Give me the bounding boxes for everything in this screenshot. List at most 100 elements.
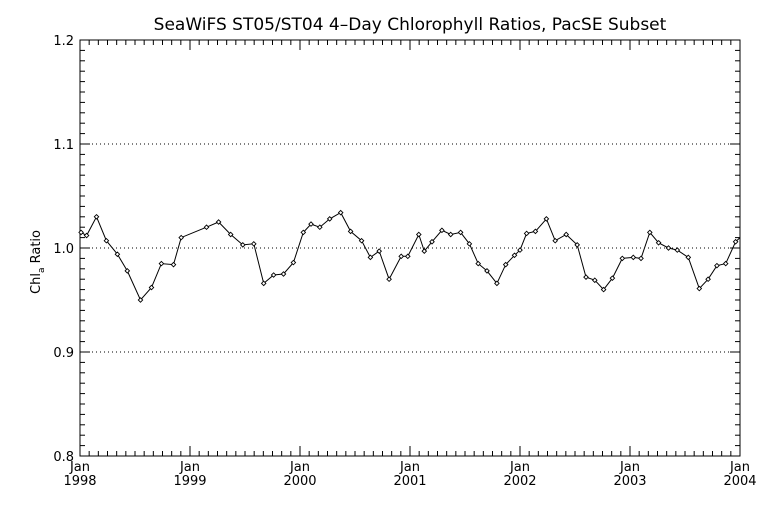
data-point	[655, 239, 662, 246]
data-point	[674, 247, 681, 253]
grid-lines	[80, 143, 740, 353]
data-point	[722, 260, 729, 267]
data-point	[523, 230, 530, 237]
y-tick-label: 1.2	[53, 34, 74, 49]
data-point	[685, 254, 692, 261]
y-tick-label: 0.9	[53, 346, 74, 361]
data-point	[696, 285, 703, 292]
data-point	[732, 238, 739, 245]
data-point	[646, 229, 653, 236]
data-point	[316, 224, 323, 231]
data-point	[326, 216, 333, 222]
plot-frame	[79, 39, 741, 457]
data-point	[543, 216, 550, 222]
data-point	[447, 231, 454, 238]
x-tick-year: 2000	[283, 474, 316, 489]
data-point	[563, 231, 570, 238]
data-point	[398, 253, 405, 260]
data-point	[290, 259, 297, 266]
x-tick-year: 2002	[503, 474, 536, 489]
data-point	[386, 276, 392, 283]
data-point	[591, 277, 598, 284]
x-tick-month: Jan	[289, 460, 310, 475]
data-point	[78, 229, 84, 236]
data-point	[358, 237, 365, 244]
y-tick-label: 0.8	[53, 450, 74, 465]
y-tick-labels: 0.8 0.9 1.0 1.1 1.2	[53, 34, 74, 465]
x-tick-year: 2001	[393, 474, 426, 489]
data-point	[439, 227, 445, 234]
data-point	[466, 241, 473, 247]
y-axis-label-tail: Ratio	[29, 230, 44, 268]
data-point	[705, 276, 711, 283]
data-point	[421, 248, 428, 254]
data-point	[714, 262, 720, 269]
data-point	[158, 260, 165, 267]
y-axis-label-subscript: a	[37, 268, 47, 274]
data-point	[665, 245, 672, 251]
data-point	[337, 209, 344, 216]
data-point	[280, 271, 287, 277]
data-point	[532, 228, 539, 235]
axis-ticks	[79, 39, 741, 457]
x-tick-year: 2003	[613, 474, 646, 489]
data-point	[103, 237, 110, 244]
data-point	[203, 224, 210, 231]
data-point	[215, 219, 222, 225]
data-point	[308, 221, 314, 227]
data-point	[638, 255, 644, 262]
data-point	[376, 248, 383, 254]
data-point	[415, 231, 422, 238]
y-axis-label: Chla Ratio	[29, 230, 47, 294]
x-tick-month: Jan	[179, 460, 200, 475]
series-line	[80, 211, 741, 301]
data-point	[517, 247, 523, 253]
x-tick-month: Jan	[509, 460, 530, 475]
data-point	[227, 231, 234, 238]
data-point	[619, 255, 626, 262]
y-tick-label: 1.1	[53, 138, 74, 153]
data-point	[137, 297, 144, 303]
data-point	[270, 272, 277, 278]
data-point	[83, 232, 90, 239]
x-tick-month: Jan	[69, 460, 90, 475]
data-point	[574, 242, 581, 248]
x-tick-year: 2004	[723, 474, 756, 489]
y-tick-label: 1.0	[53, 242, 74, 257]
x-tick-year: 1999	[173, 474, 206, 489]
x-tick-month: Jan	[729, 460, 750, 475]
data-point	[260, 280, 267, 287]
data-point	[502, 261, 509, 268]
x-tick-labels: Jan1998Jan1999Jan2000Jan2001Jan2002Jan20…	[63, 460, 756, 489]
data-point	[457, 229, 464, 236]
data-point	[630, 254, 637, 261]
series-markers	[78, 209, 739, 303]
data-point	[178, 234, 185, 241]
data-point	[170, 261, 177, 268]
data-point	[124, 268, 131, 274]
data-point	[511, 252, 518, 259]
chart-title: SeaWiFS ST05/ST04 4–Day Chlorophyll Rati…	[154, 15, 667, 35]
data-point	[583, 274, 589, 280]
data-point	[609, 275, 616, 281]
data-point	[114, 251, 121, 258]
data-point	[494, 280, 500, 287]
data-point	[475, 260, 482, 267]
x-tick-month: Jan	[399, 460, 420, 475]
data-point	[404, 253, 411, 260]
data-point	[93, 213, 100, 220]
data-point	[552, 237, 559, 244]
data-point	[239, 242, 246, 248]
x-tick-year: 1998	[63, 474, 96, 489]
data-point	[484, 268, 490, 274]
data-point	[300, 229, 307, 236]
data-point	[429, 238, 435, 245]
x-tick-month: Jan	[619, 460, 640, 475]
y-axis-label-main: Chl	[29, 273, 44, 294]
data-point	[347, 228, 354, 235]
data-point	[250, 241, 257, 247]
data-point	[148, 284, 155, 291]
data-point	[600, 286, 607, 293]
data-point	[367, 254, 374, 261]
